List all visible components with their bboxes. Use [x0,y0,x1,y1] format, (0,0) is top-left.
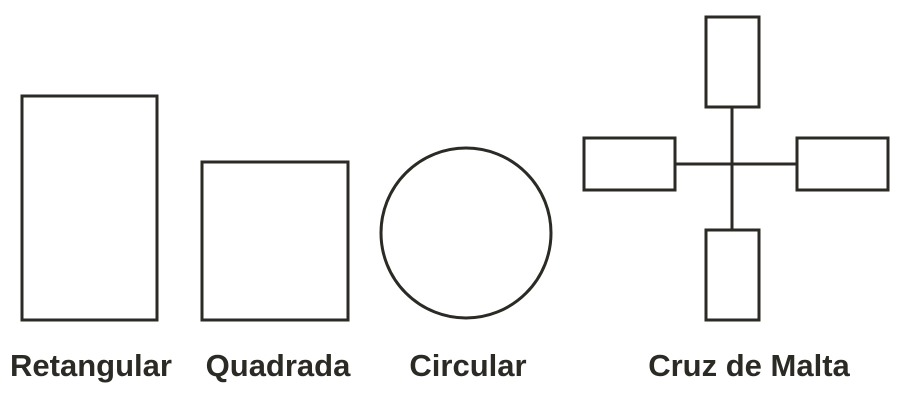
rectangular-shape [20,94,159,322]
circular-shape [379,146,553,320]
cross-right-arm [795,136,890,192]
cross-bottom-arm [704,228,761,322]
label-quadrada: Quadrada [205,348,351,383]
square-shape [200,160,350,322]
label-cruz-de-malta: Cruz de Malta [648,348,850,383]
label-retangular: Retangular [10,348,172,383]
label-circular: Circular [409,348,527,383]
cross-top-arm [704,15,761,109]
maltese-cross-shape [582,15,890,322]
cross-left-arm [582,136,677,192]
